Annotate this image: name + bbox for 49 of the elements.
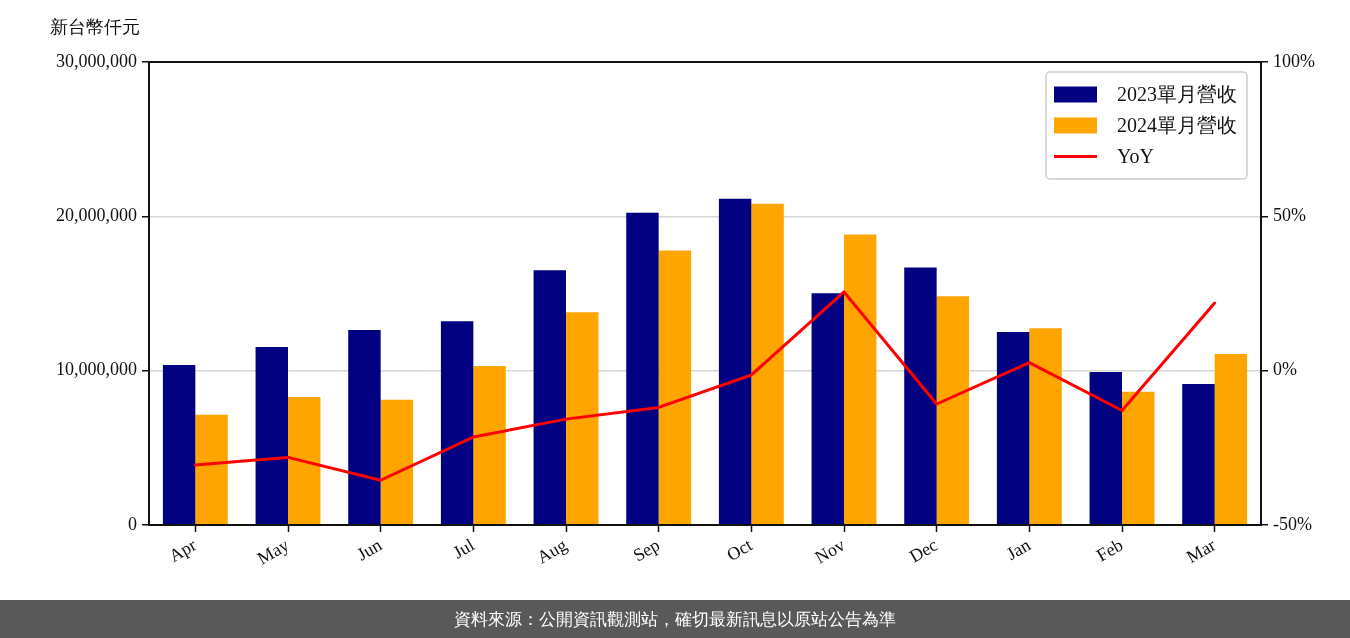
x-tick-label: Jan <box>1002 534 1034 564</box>
x-tick-label: May <box>253 534 293 569</box>
bar <box>718 198 752 525</box>
bar <box>626 212 659 525</box>
bar <box>288 396 321 525</box>
bar <box>195 414 228 525</box>
bar <box>936 296 970 525</box>
bar <box>811 293 844 525</box>
x-tick-label: Dec <box>905 534 942 567</box>
y2-tick-label: 50% <box>1273 205 1306 226</box>
y-tick-label: 30,000,000 <box>56 50 137 71</box>
bar <box>904 267 937 525</box>
source-note: 資料來源：公開資訊觀測站，確切最新訊息以原站公告為準 <box>454 607 896 631</box>
bar <box>255 347 288 525</box>
y-tick-label: 0 <box>128 513 137 534</box>
x-tick-label: Feb <box>1093 534 1127 566</box>
y2-tick-label: 100% <box>1273 50 1315 71</box>
bar <box>1089 371 1122 525</box>
legend-label: YoY <box>1117 144 1154 167</box>
legend-label: 2023單月營收 <box>1117 82 1237 105</box>
bar <box>844 234 877 525</box>
y-axis-title: 新台幣仟元 <box>50 16 140 37</box>
x-tick-label: Oct <box>723 534 756 565</box>
bar <box>1182 383 1215 525</box>
bar <box>751 203 784 525</box>
bar <box>533 270 566 525</box>
bar <box>440 321 474 525</box>
x-tick-label: Aug <box>533 534 571 568</box>
bar <box>566 312 599 525</box>
x-tick-label: Jul <box>449 534 478 563</box>
bar <box>996 332 1030 525</box>
legend-label: 2024單月營收 <box>1117 113 1237 136</box>
y-tick-label: 10,000,000 <box>56 359 137 380</box>
x-tick-label: Mar <box>1183 534 1220 567</box>
y2-tick-label: -50% <box>1273 513 1312 534</box>
bar <box>162 364 196 525</box>
x-tick-label: Nov <box>811 534 849 568</box>
bar <box>348 330 381 525</box>
x-tick-label: Apr <box>165 534 200 566</box>
bar <box>1214 354 1248 525</box>
y2-tick-label: 0% <box>1273 359 1297 380</box>
x-tick-label: Jun <box>353 534 386 565</box>
y-tick-label: 20,000,000 <box>56 205 137 226</box>
bar <box>473 366 506 525</box>
bar <box>658 250 692 525</box>
bar <box>380 399 414 525</box>
bar <box>1122 391 1155 525</box>
bar <box>1029 328 1062 525</box>
x-tick-label: Sep <box>629 534 664 566</box>
